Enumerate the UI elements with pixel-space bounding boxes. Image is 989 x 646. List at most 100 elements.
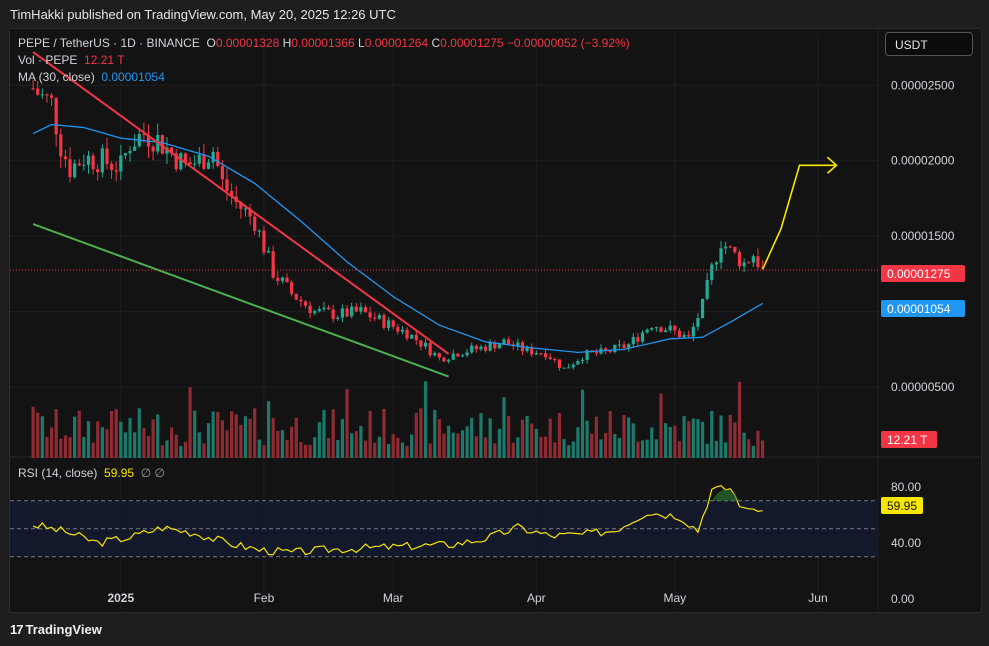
volume-bar: [760, 440, 765, 458]
rsi-label[interactable]: RSI (14, close): [18, 466, 98, 480]
volume-bar: [40, 416, 44, 458]
volume-bar: [488, 418, 492, 458]
time-tick-label: 2025: [107, 591, 134, 605]
volume-bar: [714, 440, 719, 458]
volume-bar: [613, 434, 617, 458]
volume-bar: [156, 414, 160, 458]
candle-body: [576, 361, 580, 365]
candle-body: [594, 352, 598, 354]
volume-bar: [603, 433, 608, 458]
volume-bar: [756, 430, 760, 458]
volume-bar: [687, 420, 691, 458]
candle-body: [193, 163, 197, 165]
volume-bar: [105, 429, 109, 458]
change-value: −0.00000052 (−3.92%): [506, 36, 630, 50]
volume-bar: [673, 425, 677, 458]
rsi-tick-label: 80.00: [891, 480, 921, 494]
candle-body: [123, 153, 128, 156]
candle-body: [160, 134, 164, 154]
ma-label[interactable]: MA (30, close): [18, 70, 95, 84]
volume-bar: [234, 414, 238, 458]
candle-body: [433, 353, 437, 356]
candle-body: [105, 148, 109, 164]
volume-bar: [682, 416, 686, 458]
volume-bar: [331, 409, 335, 458]
volume-bar: [299, 442, 303, 458]
candle-body: [654, 327, 658, 329]
candle-body: [174, 153, 178, 170]
candle-body: [216, 151, 220, 167]
currency-button[interactable]: USDT: [885, 32, 973, 56]
volume-bar: [363, 440, 368, 458]
candle-body: [516, 342, 520, 347]
time-tick-label: Apr: [527, 591, 546, 605]
candle-body: [539, 353, 543, 355]
candle-body: [266, 251, 271, 253]
volume-bar: [567, 445, 571, 458]
volume-bar: [336, 439, 340, 458]
volume-bar: [594, 416, 598, 458]
volume-bar: [571, 441, 575, 458]
candle-body: [243, 208, 248, 210]
candle-body: [613, 344, 617, 352]
candle-body: [700, 298, 705, 319]
candle-body: [636, 336, 640, 342]
volume-bar: [262, 445, 266, 458]
symbol-name[interactable]: PEPE / TetherUS · 1D · BINANCE: [18, 36, 200, 50]
candle-body: [368, 312, 372, 318]
volume-bar: [313, 437, 317, 458]
volume-bar: [622, 415, 626, 458]
candle-body: [290, 282, 294, 294]
candle-body: [262, 230, 266, 253]
volume-bar: [211, 411, 215, 458]
candle-body: [169, 147, 174, 154]
volume-bar: [373, 442, 377, 458]
candle-body: [428, 342, 432, 356]
volume-bar: [188, 387, 192, 458]
candle-body: [497, 344, 502, 349]
candle-body: [580, 359, 585, 362]
volume-bar: [36, 412, 40, 458]
close-value: 0.00001275: [440, 36, 504, 50]
candle-body: [488, 342, 492, 351]
volume-label[interactable]: Vol · PEPE: [18, 53, 78, 67]
volume-bar: [202, 443, 206, 458]
rsi-tag: 59.95: [881, 497, 923, 514]
candle-body: [303, 301, 308, 306]
volume-bar: [631, 423, 635, 458]
candle-body: [100, 148, 104, 173]
rsi-line: [32, 484, 763, 556]
candle-body: [363, 307, 368, 313]
volume-bar: [340, 419, 345, 458]
candle-body: [483, 346, 488, 351]
volume-bar: [266, 401, 271, 458]
candle-body: [345, 308, 349, 317]
candle-body: [548, 357, 552, 360]
candle-body: [617, 344, 622, 346]
volume-bar: [419, 408, 423, 458]
volume-bar: [308, 444, 312, 458]
volume-bar: [253, 408, 257, 458]
volume-bar: [617, 438, 622, 458]
volume-bar: [728, 414, 732, 458]
volume-bar: [248, 418, 252, 458]
candle-body: [326, 307, 331, 310]
rsi-empty-icons: ∅ ∅: [140, 466, 165, 480]
candle-body: [719, 248, 723, 263]
volume-bar: [271, 417, 275, 458]
volume-bar: [63, 435, 68, 458]
candle-body: [82, 164, 86, 166]
candle-body: [294, 293, 298, 300]
candle-body: [225, 179, 229, 191]
volume-bar: [137, 408, 141, 458]
tradingview-footer[interactable]: 17 TradingView: [10, 622, 102, 637]
candle-body: [354, 306, 358, 312]
volume-bar: [100, 427, 104, 458]
candle-body: [202, 154, 206, 169]
candle-body: [336, 317, 340, 319]
projection-arrow-head: [826, 156, 838, 174]
candle-body: [165, 147, 169, 154]
volume-bar: [428, 443, 432, 458]
volume-bar: [442, 433, 446, 458]
